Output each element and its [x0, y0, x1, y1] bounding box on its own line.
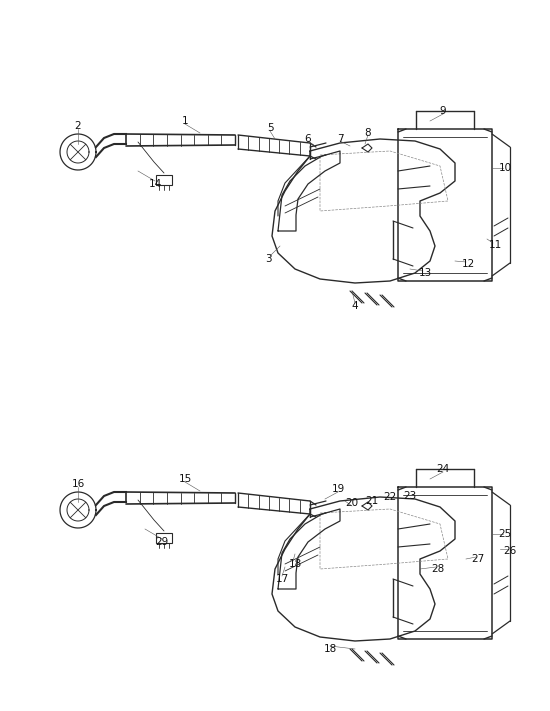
Text: 12: 12: [461, 259, 475, 269]
Text: 16: 16: [72, 479, 85, 489]
Text: 1: 1: [182, 116, 188, 126]
Text: 15: 15: [178, 474, 191, 484]
Text: 9: 9: [439, 106, 446, 116]
Text: 10: 10: [498, 163, 512, 173]
Text: 19: 19: [331, 484, 345, 494]
Bar: [156, 533, 172, 543]
Text: 20: 20: [345, 498, 359, 508]
Text: 11: 11: [488, 240, 502, 250]
Text: 22: 22: [383, 492, 397, 502]
Text: 25: 25: [498, 529, 512, 539]
Text: 26: 26: [503, 546, 516, 556]
Text: 24: 24: [436, 464, 450, 474]
Text: 21: 21: [365, 496, 378, 506]
Text: 3: 3: [265, 254, 271, 264]
Text: 13: 13: [419, 268, 432, 278]
Text: 23: 23: [403, 491, 417, 501]
Text: 2: 2: [75, 121, 81, 131]
Text: 14: 14: [148, 179, 162, 189]
Text: 5: 5: [267, 123, 273, 133]
Text: 17: 17: [276, 574, 289, 584]
Text: 6: 6: [305, 134, 311, 144]
Text: 18: 18: [323, 644, 337, 654]
Text: 4: 4: [351, 301, 358, 311]
Bar: [156, 175, 172, 185]
Text: 8: 8: [365, 128, 371, 138]
Text: 28: 28: [431, 564, 444, 574]
Text: 27: 27: [471, 554, 485, 564]
Text: 7: 7: [337, 134, 343, 144]
Text: 29: 29: [155, 537, 169, 547]
Text: 18: 18: [288, 559, 301, 569]
